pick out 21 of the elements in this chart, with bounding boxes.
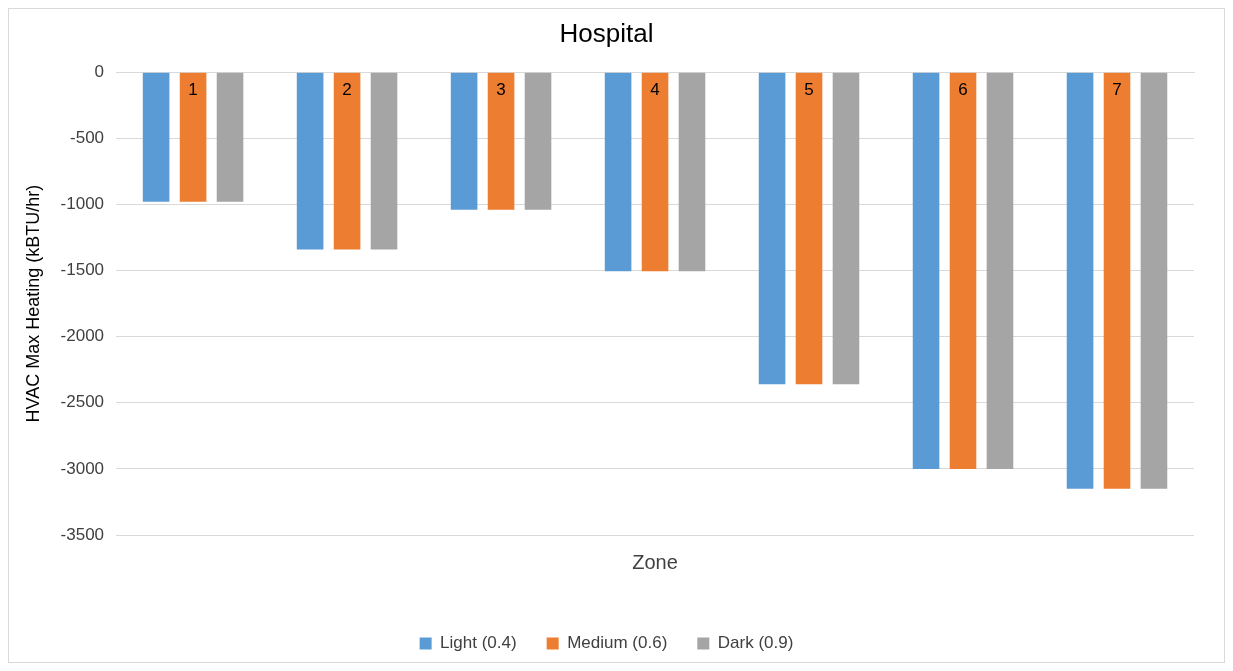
y-tick-label: -2500 — [60, 392, 105, 412]
x-tick-label: 3 — [496, 80, 506, 100]
x-tick-label: 2 — [342, 80, 352, 100]
x-tick-label: 4 — [650, 80, 660, 100]
x-tick-label: 1 — [188, 80, 198, 100]
legend-label: Dark (0.9) — [717, 633, 794, 653]
chart-title: Hospital — [559, 17, 654, 48]
legend-label: Light (0.4) — [440, 633, 517, 653]
y-axis-title: HVAC Max Heating (kBTU/hr) — [22, 184, 43, 423]
x-tick-label: 6 — [958, 80, 968, 100]
y-tick-label: -1000 — [60, 194, 105, 214]
x-axis-title: Zone — [632, 550, 678, 573]
y-tick-label: -3500 — [60, 524, 105, 544]
y-tick-label: -1500 — [60, 260, 105, 280]
y-tick-label: -500 — [70, 128, 105, 147]
legend-label: Medium (0.6) — [567, 633, 668, 653]
y-tick-label: -2000 — [60, 326, 105, 346]
x-tick-label: 5 — [804, 80, 814, 100]
x-tick-label: 7 — [1112, 80, 1122, 100]
y-tick-label: -3000 — [60, 458, 105, 478]
y-tick-label: 0 — [94, 61, 105, 81]
